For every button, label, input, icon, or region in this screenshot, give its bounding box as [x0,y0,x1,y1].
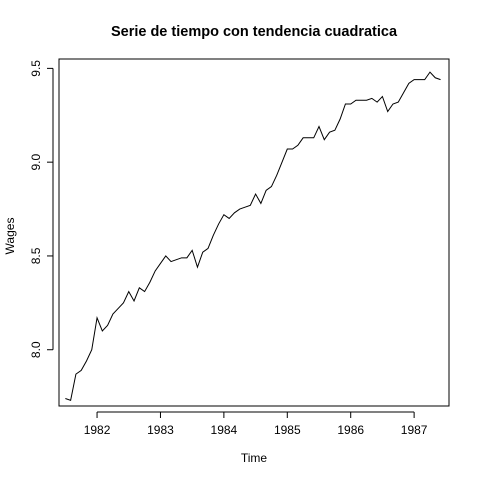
x-tick-label: 1984 [211,423,238,437]
y-axis: 8.0 8.5 9.0 9.5 [29,60,54,358]
y-tick-label: 9.5 [29,60,43,77]
x-tick-label: 1987 [401,423,428,437]
series-points [65,72,440,400]
x-tick-label: 1982 [84,423,111,437]
y-axis-label: Wages [3,218,17,255]
chart-title: Serie de tiempo con tendencia cuadratica [111,24,398,40]
x-axis: 1982 1983 1984 1985 1986 1987 [84,411,428,437]
series-line [65,71,441,402]
y-tick-label: 8.5 [29,247,43,264]
x-axis-label: Time [241,451,268,465]
plot-box [58,58,450,407]
y-tick-label: 9.0 [29,153,43,170]
x-tick-label: 1985 [274,423,301,437]
x-tick-label: 1983 [147,423,174,437]
x-tick-label: 1986 [337,423,364,437]
y-tick-label: 8.0 [29,341,43,358]
